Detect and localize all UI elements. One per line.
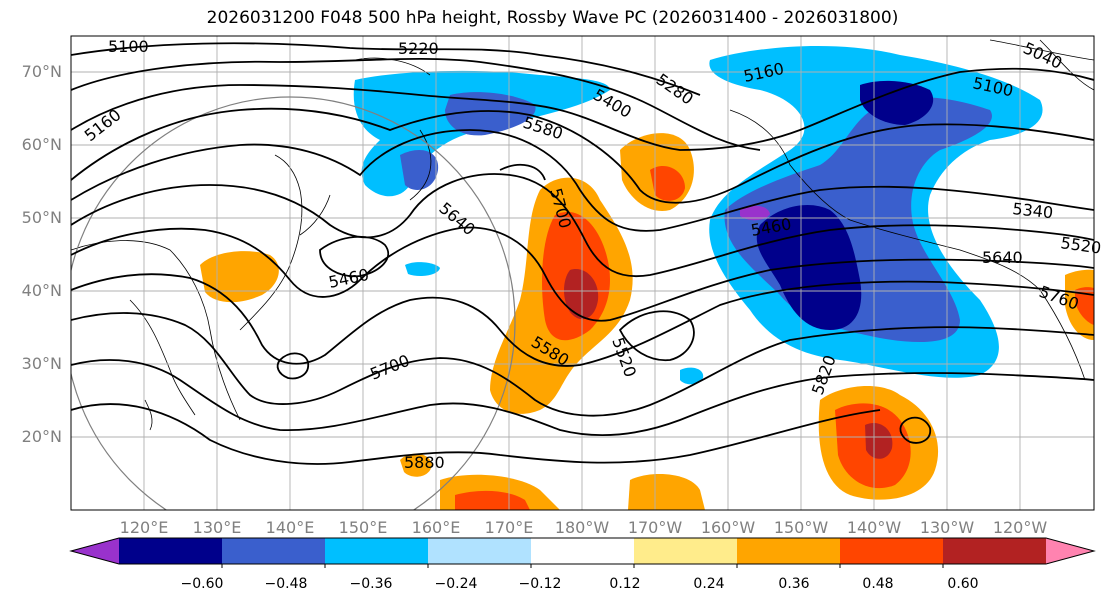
lat-label: 70°N [21, 62, 62, 81]
lon-label: 130°W [919, 518, 975, 537]
colorbar-segment [840, 538, 944, 564]
lat-label: 60°N [21, 135, 62, 154]
contour-label: 5880 [404, 453, 445, 472]
lon-label: 140°E [265, 518, 315, 537]
colorbar-extend-low [71, 538, 119, 564]
lon-label: 150°E [338, 518, 388, 537]
colorbar-tick-label: 0.60 [947, 576, 979, 592]
reference-circle [71, 96, 516, 510]
colorbar-segment [428, 538, 532, 564]
lat-label: 50°N [21, 208, 62, 227]
colorbar-tick-label: −0.12 [518, 576, 562, 592]
colorbar-segment [119, 538, 223, 564]
graticule [71, 36, 1094, 510]
colorbar-tick-label: −0.60 [180, 576, 224, 592]
colorbar-tick-label: 0.48 [862, 576, 894, 592]
contour-label: 5100 [108, 37, 149, 56]
lon-label: 150°W [773, 518, 829, 537]
lon-label: 120°W [992, 518, 1048, 537]
contour-label: 5640 [982, 248, 1023, 267]
colorbar [69, 537, 1096, 568]
contour-label: 5220 [398, 39, 439, 58]
colorbar-segment [325, 538, 429, 564]
lon-label: 170°W [627, 518, 683, 537]
lat-label: 40°N [21, 281, 62, 300]
lon-label: 160°E [411, 518, 461, 537]
lon-label: 120°E [119, 518, 169, 537]
lon-label: 170°E [484, 518, 534, 537]
colorbar-tick-label: 0.12 [609, 576, 641, 592]
lon-label: 130°E [192, 518, 242, 537]
lat-label: 30°N [21, 354, 62, 373]
contour-label: 5340 [1012, 199, 1054, 222]
colorbar-extend-high [1046, 538, 1094, 564]
height-contours [71, 42, 1094, 465]
colorbar-tick-label: −0.24 [434, 576, 478, 592]
colorbar-segment [737, 538, 841, 564]
colorbar-segment [943, 538, 1047, 564]
colorbar-segment [222, 538, 326, 564]
lon-label: 140°W [846, 518, 902, 537]
lat-label: 20°N [21, 427, 62, 446]
map-title: 2026031200 F048 500 hPa height, Rossby W… [206, 8, 899, 28]
lon-label: 160°W [700, 518, 756, 537]
negative-anomaly-shading [353, 45, 1043, 385]
colorbar-tick-label: 0.24 [693, 576, 725, 592]
lon-label: 180°W [554, 518, 610, 537]
colorbar-tick-label: 0.36 [778, 576, 810, 592]
colorbar-tick-label: −0.48 [264, 576, 308, 592]
colorbar-segment [531, 538, 635, 564]
colorbar-segment [634, 538, 738, 564]
positive-anomaly-shading [200, 133, 1094, 510]
colorbar-outline [69, 537, 1096, 565]
colorbar-tick-label: −0.36 [349, 576, 393, 592]
